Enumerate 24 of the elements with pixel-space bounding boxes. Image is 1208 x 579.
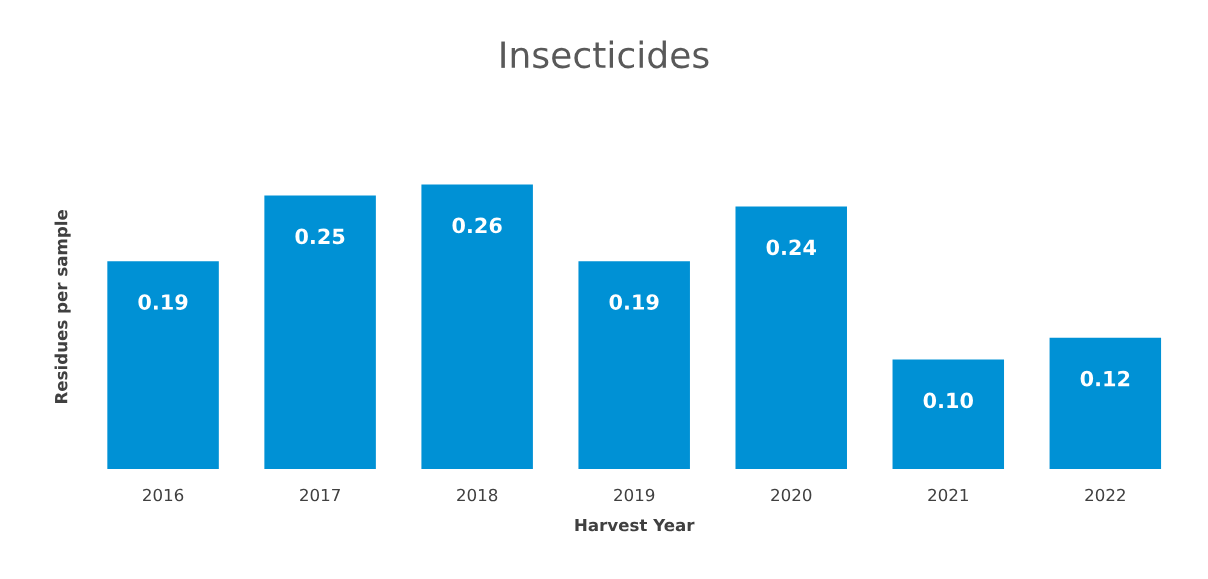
bar (421, 184, 533, 469)
bar (735, 206, 847, 469)
data-label: 0.10 (923, 392, 973, 409)
x-tick-label: 2020 (771, 488, 812, 502)
x-tick-label: 2019 (614, 488, 655, 502)
x-tick-label: 2021 (928, 488, 968, 502)
data-label: 0.26 (452, 217, 502, 234)
bar (264, 195, 376, 469)
chart-title: Insecticides (501, 40, 709, 69)
x-tick-label: 2022 (1085, 488, 1125, 502)
bar (107, 261, 219, 469)
bar (578, 261, 690, 469)
data-label: 0.25 (295, 228, 345, 245)
bar (892, 359, 1005, 469)
bar (1049, 337, 1162, 469)
x-axis-title: Harvest Year (575, 518, 695, 532)
y-axis-title: Residues per sample (54, 210, 71, 403)
x-tick-label: 2016 (143, 488, 184, 502)
data-label: 0.24 (766, 239, 816, 256)
data-label: 0.12 (1080, 370, 1130, 387)
x-tick-label: 2018 (457, 488, 498, 502)
x-tick-label: 2017 (300, 488, 340, 502)
data-label: 0.19 (609, 294, 659, 310)
data-label: 0.19 (138, 294, 188, 310)
